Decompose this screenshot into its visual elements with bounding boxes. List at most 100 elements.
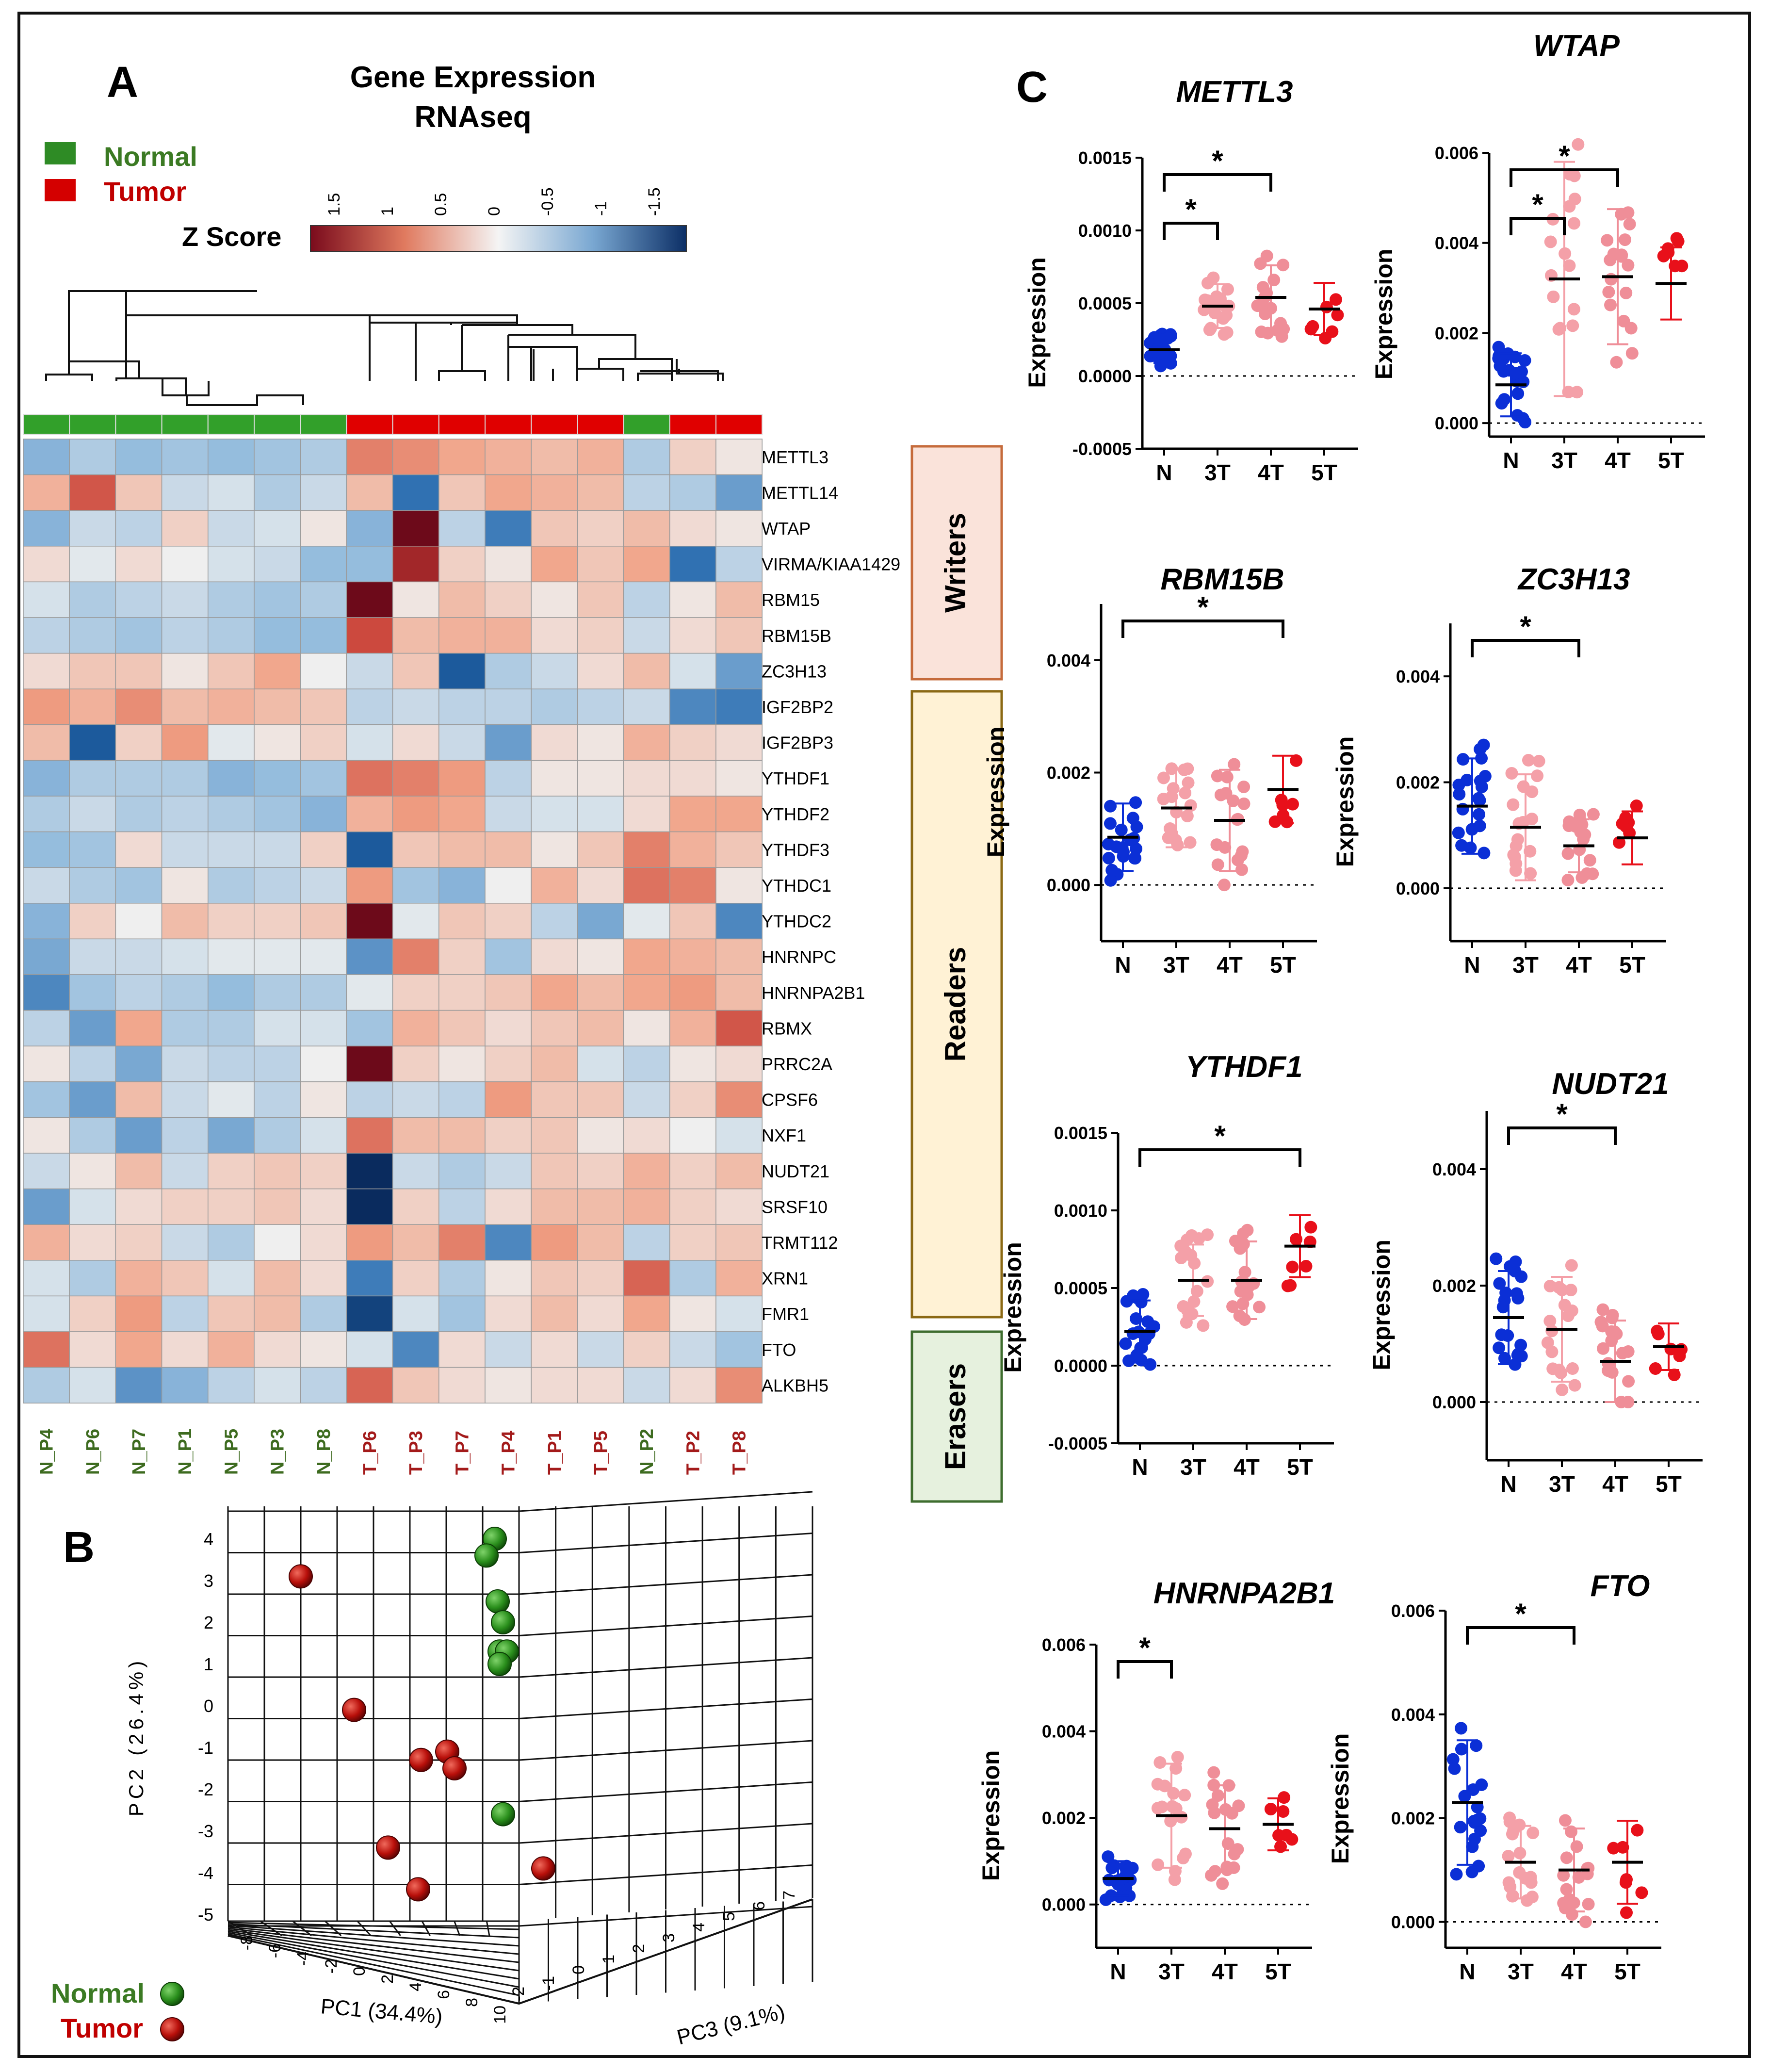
heatmap-cell	[715, 1295, 763, 1332]
dotplot-point	[1567, 303, 1580, 316]
heatmap-cell	[531, 474, 578, 511]
dotplot-point	[1178, 763, 1191, 776]
heatmap-cell	[115, 1260, 162, 1297]
dotplot-title: RBM15B	[1161, 563, 1284, 596]
dotplot-sig-label: *	[1212, 145, 1223, 177]
dotplot-x-tick: 3T	[1163, 952, 1189, 978]
dotplot-y-tick: 0.002	[1047, 763, 1090, 783]
dotplot-y-tick: 0.000	[1432, 1392, 1476, 1412]
gene-label: METTL3	[762, 447, 828, 467]
dotplot-x-tick: 5T	[1658, 448, 1684, 473]
pca-pc3-tick: 0	[569, 1965, 588, 1974]
heatmap-cell	[161, 510, 209, 547]
heatmap-cell	[23, 1367, 70, 1403]
heatmap-cell	[392, 510, 439, 547]
heatmap-cell	[115, 1010, 162, 1046]
heatmap-cell	[69, 1010, 116, 1046]
dotplot-point	[1557, 1896, 1570, 1909]
heatmap-cell	[346, 867, 393, 904]
heatmap-cell	[161, 1010, 209, 1046]
heatmap-cell	[392, 796, 439, 832]
pca-pc3-tick: 5	[720, 1912, 738, 1921]
heatmap-cell	[23, 1117, 70, 1154]
dotplot-y-tick: 0.0005	[1078, 294, 1132, 313]
heatmap-cell	[669, 796, 716, 832]
dotplot-point	[1241, 1224, 1254, 1237]
heatmap-cell	[669, 724, 716, 761]
dotplot-point	[1531, 769, 1544, 783]
heatmap-cell	[438, 510, 486, 547]
dotplot-point	[1104, 799, 1117, 813]
dotplot-point	[1649, 1362, 1662, 1375]
heatmap-cell	[669, 1153, 716, 1190]
heatmap-cell	[69, 831, 116, 868]
dotplot-point	[1515, 1270, 1528, 1283]
dotplot-point	[1672, 235, 1685, 248]
writers-box	[910, 445, 1003, 681]
heatmap-cell	[161, 1295, 209, 1332]
dotplot-point	[1221, 283, 1234, 296]
heatmap-cell	[485, 474, 532, 511]
heatmap-cell	[161, 1188, 209, 1225]
heatmap-cell	[669, 1010, 716, 1046]
dotplot-point	[1605, 273, 1618, 286]
zscore-tick: 1.5	[325, 193, 343, 216]
heatmap-cell	[300, 974, 347, 1011]
dotplot-point	[1506, 1890, 1519, 1903]
heatmap-cell	[254, 1153, 301, 1190]
heatmap-cell	[23, 938, 70, 975]
pca-point-tumor	[531, 1856, 555, 1881]
dotplot-point	[1268, 815, 1282, 828]
dotplot-point	[1205, 1869, 1218, 1882]
heatmap-cell	[254, 1010, 301, 1046]
heatmap-cell	[208, 1260, 255, 1297]
sample-group-cell	[69, 414, 116, 435]
heatmap-cell	[115, 474, 162, 511]
dotplot-point	[1182, 776, 1195, 789]
gene-label: YTHDF1	[762, 768, 829, 788]
heatmap-cell	[577, 546, 624, 583]
heatmap-cell	[438, 796, 486, 832]
dotplot-point	[1226, 1300, 1239, 1313]
heatmap-cell	[485, 831, 532, 868]
pca-grid-line	[389, 1921, 401, 1936]
heatmap-cell	[69, 439, 116, 475]
heatmap-cell	[577, 1045, 624, 1082]
heatmap-cell	[531, 1010, 578, 1046]
heatmap-cell	[115, 653, 162, 689]
sample-label: T_P7	[452, 1431, 472, 1475]
gene-label: SRSF10	[762, 1197, 828, 1217]
sample-label: T_P4	[499, 1431, 519, 1475]
dotplot-sig-bracket	[1507, 1126, 1617, 1145]
dotplot-point	[1175, 1811, 1188, 1824]
heatmap-cell	[346, 510, 393, 547]
heatmap-cell	[300, 653, 347, 689]
heatmap-cell	[254, 653, 301, 689]
gene-label: YTHDC1	[762, 876, 831, 896]
dotplot-title: NUDT21	[1552, 1067, 1669, 1101]
dotplot-y-tick: 0.004	[1047, 651, 1090, 670]
dotplot-point	[1211, 769, 1224, 783]
dotplot-point	[1169, 1762, 1183, 1775]
dotplot-x-tick: 4T	[1212, 1959, 1238, 1984]
dotplot-x-tick: 4T	[1217, 952, 1243, 978]
zscore-ticks: 1.5 1 0.5 0 -0.5 -1 -1.5	[325, 187, 664, 216]
sample-label: T_P3	[406, 1431, 426, 1475]
dotplot-point	[1577, 832, 1590, 846]
dotplot-y-tick: 0.0015	[1078, 148, 1132, 168]
heatmap-cell	[669, 1331, 716, 1368]
dotplot-y-tick: 0.002	[1435, 323, 1478, 343]
dotplot-x-tick: 4T	[1561, 1959, 1587, 1984]
dotplot-point	[1320, 300, 1333, 313]
heatmap-cell	[531, 903, 578, 940]
heatmap-cell	[254, 1224, 301, 1261]
heatmap-cell	[346, 1331, 393, 1368]
dotplot-x-tick: 3T	[1508, 1959, 1534, 1984]
dotplot-point	[1596, 1342, 1609, 1355]
heatmap-cell	[715, 688, 763, 725]
readers-box	[910, 690, 1003, 1319]
heatmap-cell	[161, 1260, 209, 1297]
heatmap-cell	[346, 474, 393, 511]
heatmap-cell	[531, 653, 578, 689]
pca-grid-line	[519, 1533, 813, 1553]
